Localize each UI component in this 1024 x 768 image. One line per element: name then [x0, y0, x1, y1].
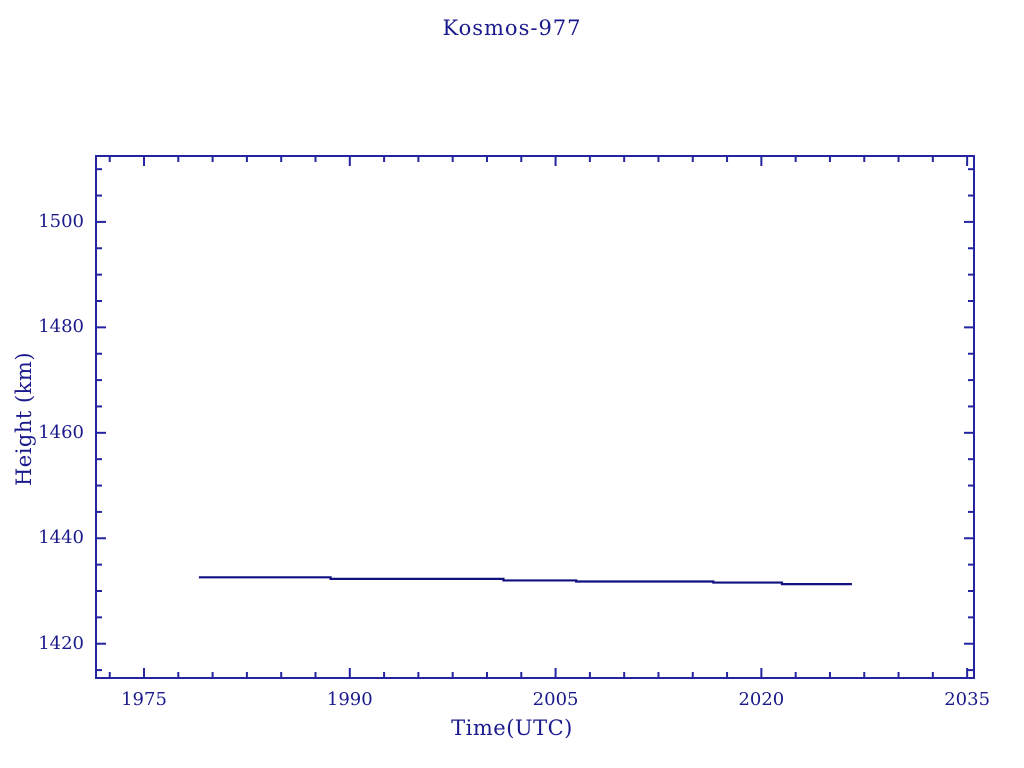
x-tick-label: 2020: [738, 689, 785, 710]
data-line: [198, 576, 852, 586]
axis-ticks: [96, 156, 974, 678]
x-tick-label: 1975: [121, 689, 167, 710]
x-tick-label: 1990: [326, 689, 373, 710]
y-tick-label: 1420: [38, 632, 84, 654]
y-tick-label: 1500: [38, 210, 84, 232]
plot-border: [95, 155, 975, 679]
y-tick-label: 1480: [38, 316, 84, 338]
y-tick-label: 1460: [38, 421, 84, 443]
x-axis-label: Time(UTC): [451, 716, 573, 740]
data-series-group: [198, 576, 852, 586]
chart-title: Kosmos-977: [442, 16, 582, 40]
x-tick-label: 2035: [944, 689, 991, 710]
y-tick-label: 1440: [38, 527, 84, 549]
x-tick-label: 2005: [532, 689, 579, 710]
plot-frame: [95, 155, 975, 679]
